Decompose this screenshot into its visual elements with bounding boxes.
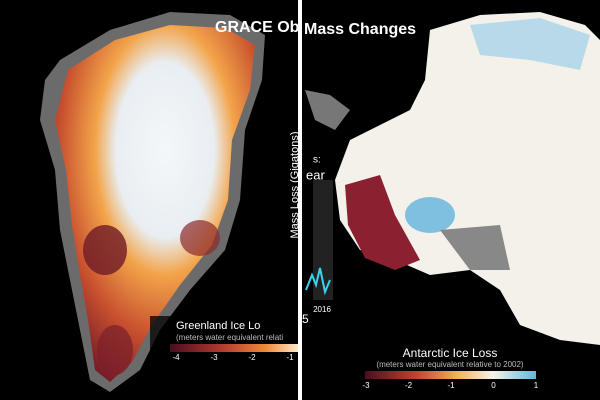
text-fragment: 5: [302, 312, 309, 326]
loss-hotspot: [83, 225, 127, 275]
legend-title: Antarctic Ice Loss: [403, 346, 498, 360]
legend-title: Greenland Ice Lo: [176, 320, 260, 332]
mass-gain: [470, 18, 590, 70]
legend-subtitle: (meters water equivalent relati: [176, 333, 283, 342]
colorbar-tick-label: -2: [248, 353, 256, 362]
colorbar-tick-label: 1: [534, 381, 539, 390]
loss-hotspot: [180, 220, 220, 256]
loss-hotspot: [97, 325, 133, 375]
colorbar-tick-label: -3: [210, 353, 218, 362]
colorbar-tick-label: -4: [172, 353, 180, 362]
text-fragment: s:: [313, 155, 321, 166]
ice-shelf: [440, 225, 510, 270]
mini-chart-line: [305, 267, 331, 296]
year-label: 2016: [313, 305, 331, 314]
colorbar-tick-label: -1: [447, 381, 455, 390]
colorbar-tick-label: -1: [286, 353, 294, 362]
mass-gain: [405, 197, 455, 233]
peninsula: [305, 90, 350, 130]
legend-box: [330, 342, 560, 396]
mass-loss: [345, 175, 420, 270]
title: GRACE Ob: [215, 19, 300, 36]
colorbar: [365, 371, 536, 379]
colorbar: [170, 344, 298, 352]
title: Mass Changes: [304, 21, 416, 38]
divider: [298, 0, 302, 400]
greenland-ice: [55, 25, 255, 382]
axis-label: Mass Loss (Gigatons): [289, 132, 301, 239]
colorbar-tick-label: 0: [491, 381, 496, 390]
text-fragment: ear: [306, 167, 325, 182]
colorbar-tick-label: -3: [362, 381, 370, 390]
legend-subtitle: (meters water equivalent relative to 200…: [376, 360, 524, 369]
colorbar-tick-label: -2: [405, 381, 413, 390]
mini-chart: [313, 180, 333, 300]
